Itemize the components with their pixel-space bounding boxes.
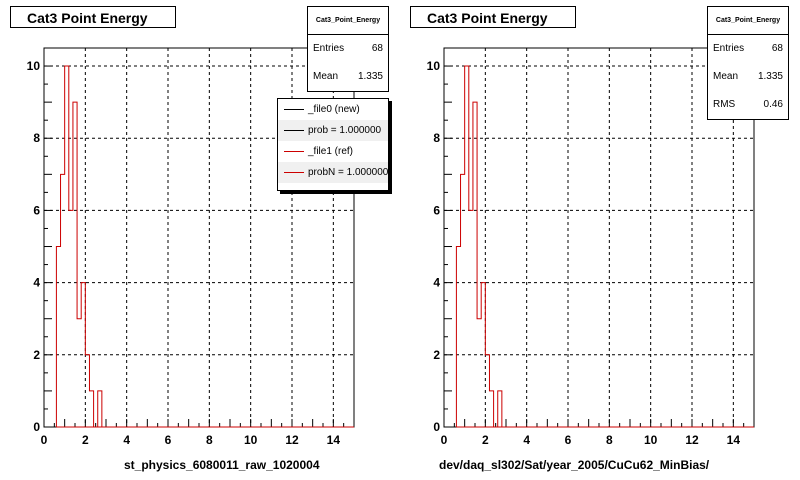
right-stats-rms-row: RMS 0.46 [708,91,788,119]
left-stats-entries-row: Entries 68 [308,35,388,63]
left-y-tick-label: 10 [27,59,41,73]
right-x-axis-label: dev/daq_sl302/Sat/year_2005/CuCu62_MinBi… [439,458,710,472]
right-x-tick-label: 10 [644,433,658,447]
right-y-tick-label: 0 [433,420,440,434]
right-y-tick-label: 6 [433,203,440,217]
left-x-tick-label: 2 [82,433,89,447]
right-mean-label: Mean [713,71,739,82]
left-y-tick-label: 6 [33,203,40,217]
legend-entry-file1: _file1 (ref) [278,141,388,162]
left-stats-mean-row: Mean 1.335 [308,63,388,91]
legend-entry-file0: _file0 (new) [278,99,388,120]
right-stats-entries-row: Entries 68 [708,35,788,63]
right-entries-value: 68 [771,43,783,54]
left-x-tick-label: 4 [123,433,130,447]
left-y-tick-label: 8 [33,131,40,145]
left-x-tick-label: 0 [41,433,48,447]
legend-label-file1: _file1 (ref) [308,146,354,157]
legend-line-prob [284,130,304,131]
left-x-tick-label: 10 [244,433,258,447]
right-y-tick-label: 8 [433,131,440,145]
right-mean-value: 1.335 [757,71,783,82]
right-y-tick-label: 10 [427,59,441,73]
right-plot-frame [443,47,755,428]
legend-line-file1 [284,151,304,152]
right-stats-mean-row: Mean 1.335 [708,63,788,91]
right-x-tick-label: 8 [606,433,613,447]
left-y-tick-label: 4 [33,276,40,290]
legend-line-file0 [284,109,304,110]
right-stats-name: Cat3_Point_Energy [708,7,788,35]
right-x-tick-label: 6 [565,433,572,447]
left-x-tick-label: 8 [206,433,213,447]
right-chart-title: Cat3 Point Energy [410,6,576,28]
left-y-tick-label: 2 [33,348,40,362]
right-stats-box: Cat3_Point_Energy Entries 68 Mean 1.335 … [707,6,789,120]
legend-entry-probn: probN = 1.000000 [278,162,388,183]
right-rms-value: 0.46 [763,99,783,110]
right-x-tick-label: 2 [482,433,489,447]
left-x-tick-label: 6 [165,433,172,447]
legend-label-probn: probN = 1.000000 [308,167,389,178]
right-entries-label: Entries [713,43,745,54]
right-x-tick-label: 14 [727,433,741,447]
right-x-tick-label: 0 [441,433,448,447]
left-x-tick-label: 12 [285,433,299,447]
left-x-axis-label: st_physics_6080011_raw_1020004 [124,458,320,472]
legend-label-file0: _file0 (new) [308,104,360,115]
left-stats-name: Cat3_Point_Energy [308,7,388,35]
right-y-tick-label: 4 [433,276,440,290]
right-y-tick-label: 2 [433,348,440,362]
left-chart-title: Cat3 Point Energy [10,6,176,28]
left-y-tick-label: 0 [33,420,40,434]
legend-line-probn [284,172,304,173]
left-mean-label: Mean [313,71,339,82]
left-entries-value: 68 [371,43,383,54]
right-x-tick-label: 12 [685,433,699,447]
left-legend: _file0 (new) prob = 1.000000 _file1 (ref… [277,98,389,191]
right-x-tick-label: 4 [523,433,530,447]
legend-label-prob: prob = 1.000000 [308,125,382,136]
left-x-tick-label: 14 [327,433,341,447]
right-rms-label: RMS [713,99,736,110]
legend-entry-prob: prob = 1.000000 [278,120,388,141]
left-mean-value: 1.335 [357,71,383,82]
left-stats-box: Cat3_Point_Energy Entries 68 Mean 1.335 [307,6,389,92]
left-entries-label: Entries [313,43,345,54]
